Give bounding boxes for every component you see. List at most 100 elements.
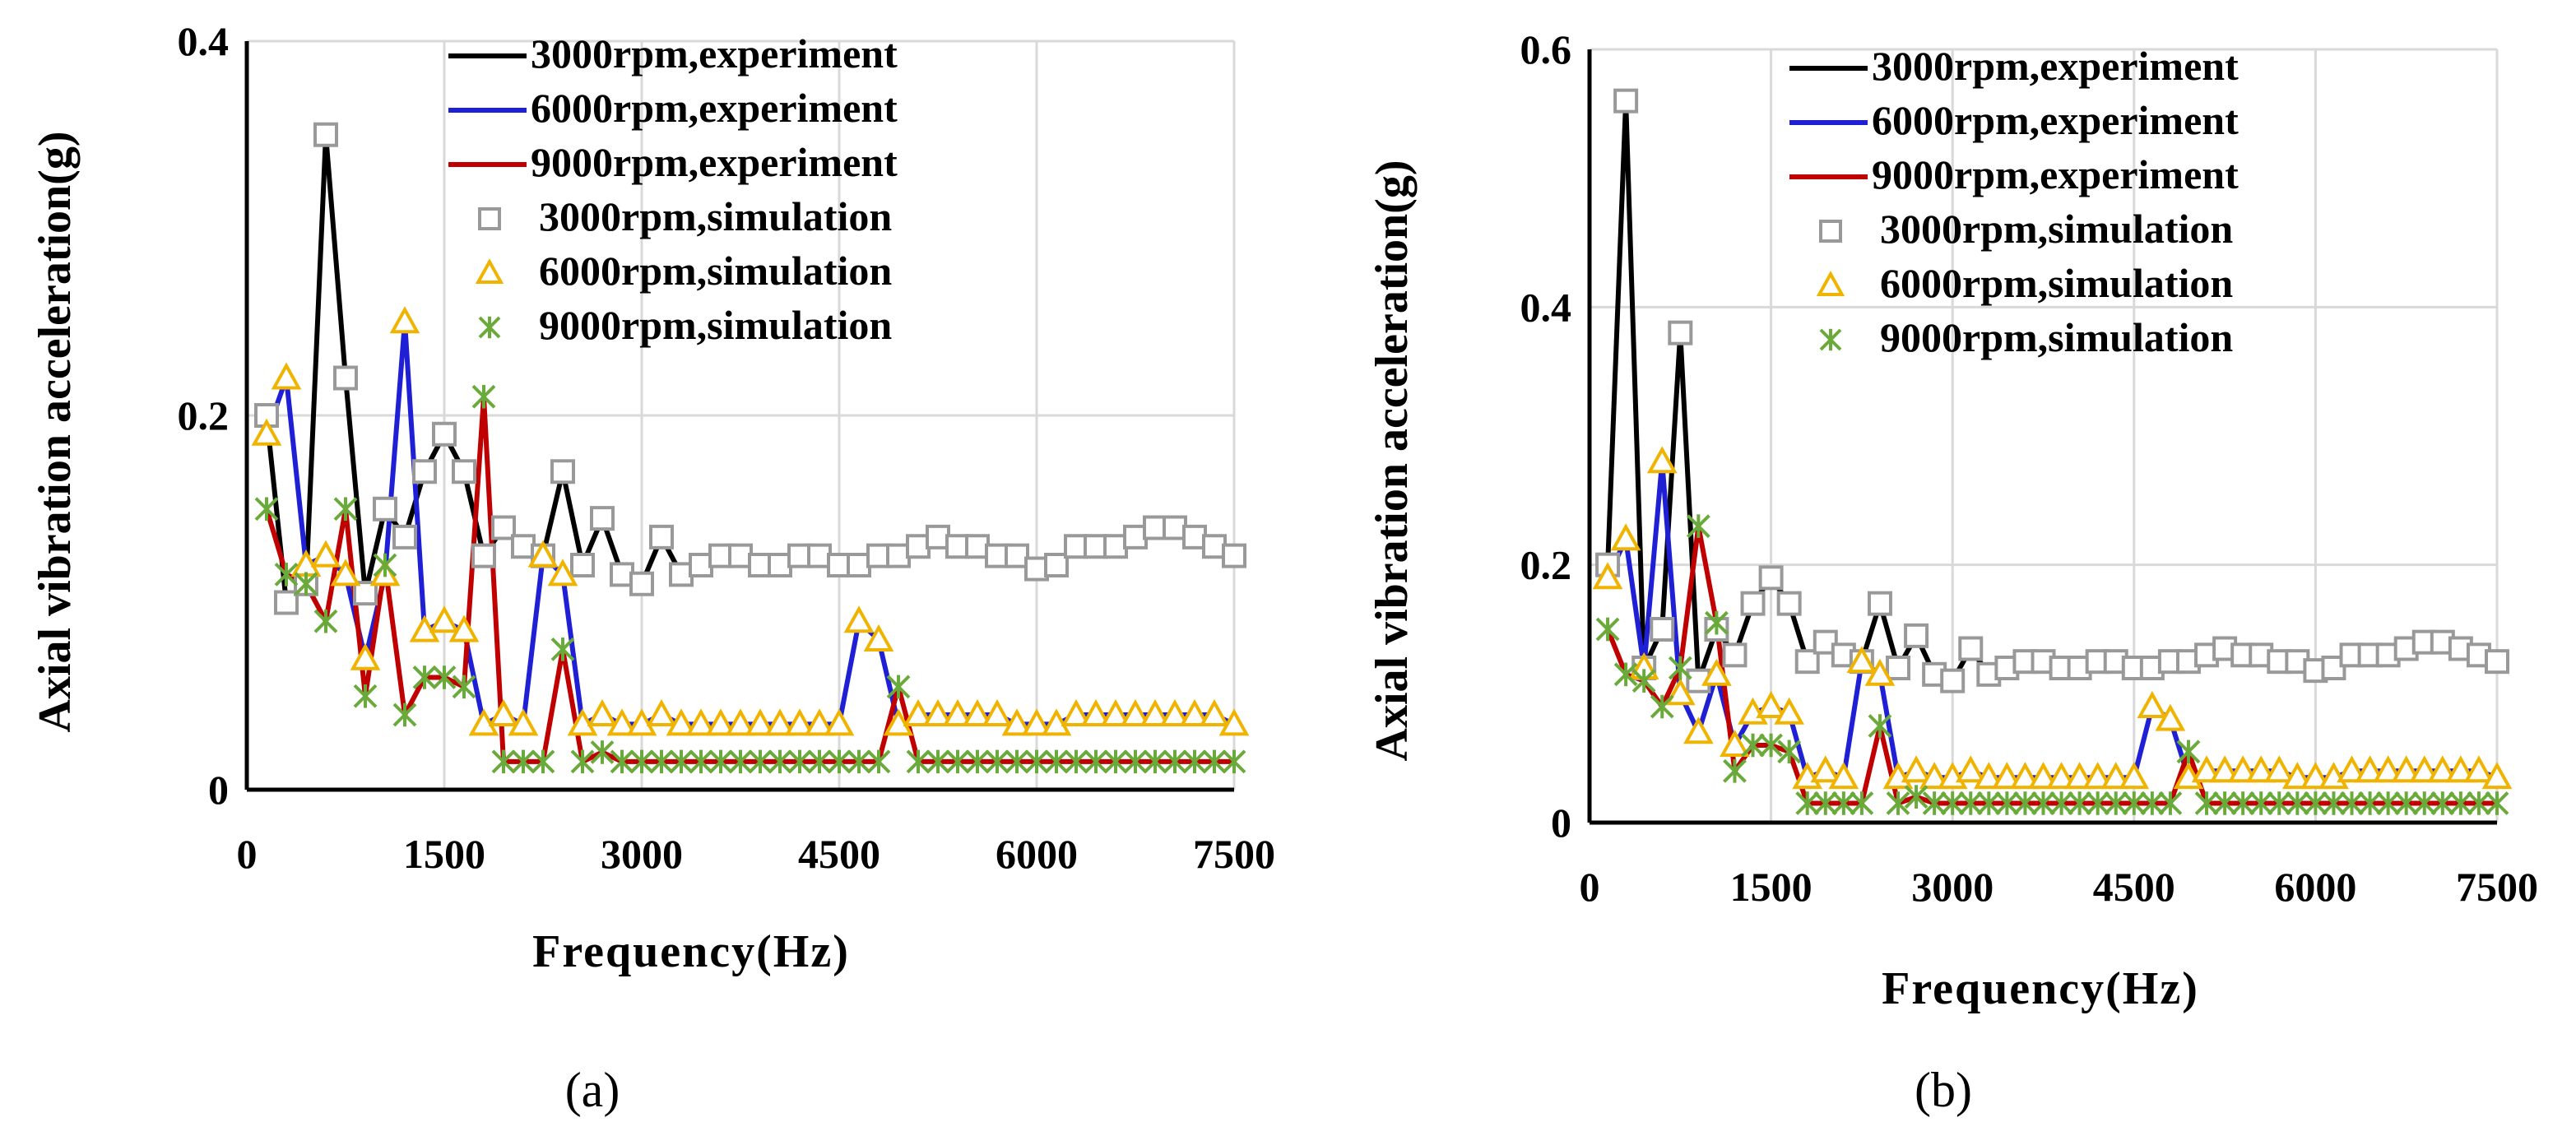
data-point-triangle: [1001, 708, 1033, 736]
data-point-square: [2485, 649, 2509, 675]
data-point-triangle: [2010, 762, 2040, 790]
data-point-triangle: [2191, 755, 2222, 783]
series-markers: [1595, 514, 2509, 815]
data-point-square: [1758, 565, 1784, 591]
data-point-triangle: [1159, 698, 1191, 726]
data-point-star: [748, 749, 773, 774]
data-point-star: [2412, 791, 2437, 815]
data-point-triangle: [1021, 708, 1052, 736]
x-tick-label: 4500: [798, 831, 880, 877]
data-point-square: [1222, 543, 1246, 568]
data-point-triangle: [1080, 698, 1112, 726]
data-point-star: [866, 749, 891, 774]
data-point-triangle: [1199, 698, 1230, 726]
legend-label: 6000rpm,experiment: [1872, 97, 2239, 143]
data-point-square: [768, 553, 792, 577]
legend-label: 6000rpm,simulation: [1880, 260, 2233, 306]
data-point-star: [669, 749, 694, 774]
data-point-square: [491, 515, 516, 540]
data-point-star: [610, 749, 634, 774]
data-point-triangle: [1901, 755, 1932, 783]
data-point-star: [1831, 791, 1856, 815]
data-point-star: [649, 749, 674, 774]
data-point-star: [2104, 791, 2128, 815]
data-point-triangle: [310, 540, 341, 568]
x-axis-label: Frequency(Hz): [1882, 963, 2199, 1014]
data-point-triangle: [883, 708, 914, 736]
data-point-triangle: [1992, 762, 2022, 790]
data-point-star: [926, 749, 950, 774]
data-point-triangle: [903, 698, 934, 726]
data-point-star: [1904, 785, 1929, 809]
chart-a: 0 1500 3000 4500 6000 7500 0 0.2 0.4 Frequency(Hz…: [30, 18, 1275, 1117]
data-point-triangle: [804, 708, 835, 736]
data-point-triangle: [1828, 762, 1859, 790]
data-point-square: [511, 534, 536, 559]
x-tick-label: 7500: [1193, 831, 1275, 877]
legend-label: 3000rpm,simulation: [539, 193, 892, 239]
data-point-star: [373, 553, 397, 577]
y-tick-label: 0: [1551, 800, 1571, 846]
data-point-triangle: [922, 698, 954, 726]
data-point-star: [333, 497, 358, 522]
data-point-square: [353, 581, 378, 606]
data-point-star: [2376, 791, 2401, 815]
data-point-triangle: [1683, 716, 1714, 744]
data-point-square: [945, 534, 970, 559]
data-point-star: [1143, 749, 1167, 774]
data-point-triangle: [1120, 698, 1151, 726]
data-point-triangle: [2373, 755, 2403, 783]
data-point-triangle: [1100, 698, 1131, 726]
data-point-triangle: [2227, 755, 2258, 783]
data-point-triangle: [942, 698, 973, 726]
data-point-square: [432, 421, 457, 447]
data-point-star: [807, 749, 832, 774]
data-point-square: [985, 543, 1010, 568]
data-point-triangle: [962, 698, 993, 726]
data-point-triangle: [429, 605, 460, 633]
data-point-triangle: [606, 708, 638, 736]
data-point-triangle: [2100, 762, 2132, 790]
data-point-triangle: [1139, 698, 1171, 726]
data-point-star: [1202, 749, 1227, 774]
data-point-star: [1123, 749, 1148, 774]
data-point-star: [452, 675, 476, 699]
data-point-star: [2176, 740, 2201, 764]
data-point-star: [1723, 758, 1747, 783]
x-tick-label: 1500: [1730, 864, 1812, 910]
data-point-square: [471, 543, 496, 568]
data-point-star: [2340, 791, 2364, 815]
data-point-triangle: [843, 605, 875, 633]
data-point-triangle: [567, 708, 598, 736]
data-point-triangle: [824, 708, 855, 736]
data-point-triangle: [2028, 762, 2058, 790]
legend-label: 3000rpm,experiment: [531, 30, 898, 77]
data-point-star: [2122, 791, 2147, 815]
data-point-square: [333, 365, 358, 391]
data-point-triangle: [350, 642, 381, 670]
data-point-triangle: [764, 708, 796, 736]
data-point-square: [1668, 320, 1693, 345]
data-point-star: [1976, 791, 2001, 815]
data-point-triangle: [271, 362, 302, 390]
data-point-triangle: [1592, 562, 1623, 590]
legend-label: 9000rpm,experiment: [1872, 151, 2239, 197]
legend-label: 9000rpm,experiment: [531, 139, 898, 185]
data-point-star: [2194, 791, 2219, 815]
data-point-square: [629, 571, 654, 596]
x-tick-label: 0: [237, 831, 258, 877]
data-point-star: [2285, 791, 2309, 815]
data-point-triangle: [745, 708, 776, 736]
data-point-triangle: [389, 306, 420, 334]
data-point-star: [511, 749, 536, 774]
data-point-triangle: [1919, 762, 1950, 790]
y-axis-label: Axial vibration acceleration(g): [1367, 160, 1418, 762]
data-point-star: [1994, 791, 2019, 815]
data-point-star: [2140, 791, 2165, 815]
data-point-triangle: [1720, 729, 1750, 757]
data-point-star: [491, 749, 516, 774]
x-tick-label: 4500: [2093, 864, 2175, 910]
series-markers: [254, 384, 1246, 774]
data-point-triangle: [547, 559, 578, 587]
data-point-square: [807, 543, 832, 568]
